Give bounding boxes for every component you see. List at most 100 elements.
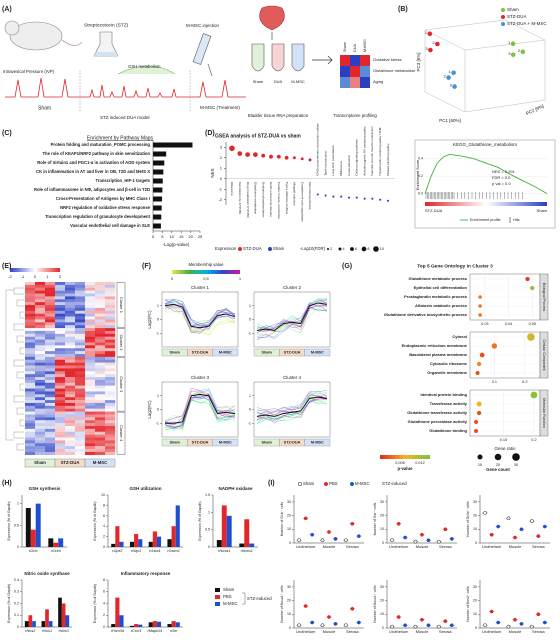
heatmap-cell: [85, 443, 96, 447]
heatmap-cell: [105, 434, 116, 438]
x-tick-label: Urothelium: [296, 629, 316, 634]
mean-dot: [403, 623, 408, 628]
chart-title: GSH synthesis: [29, 486, 61, 491]
x-tick-label: Urothelium: [482, 629, 502, 634]
go-dot: [478, 295, 482, 299]
y-tick-label: 0: [382, 626, 384, 630]
heatmap-cell: [65, 328, 76, 332]
heatmap-cell: [25, 322, 36, 326]
term-label: Complement and coagulation: [300, 182, 304, 223]
heatmap-cell: [25, 282, 36, 286]
heatmap-cell: [75, 365, 86, 369]
heatmap-cell: [45, 434, 56, 438]
heatmap-cell: [95, 371, 106, 375]
heat-col-label: Sham: [343, 42, 347, 52]
heatmap-cell: [85, 299, 96, 303]
heatmap-cell: [95, 351, 106, 355]
heatmap-cell: [65, 354, 76, 358]
heatmap-cell: [35, 374, 46, 378]
heatmap-cell: [35, 359, 46, 363]
gsea-dot: [292, 156, 296, 160]
y-tick-label: 20: [287, 514, 291, 518]
legend-label: Enrichment profile: [470, 218, 501, 222]
y-tick-label: 0: [17, 625, 19, 629]
go-dot: [476, 361, 482, 367]
heatmap-cell: [55, 348, 66, 352]
heatmap-cell: [95, 414, 106, 418]
mean-dot: [513, 535, 517, 540]
heatmap-cell: [35, 388, 46, 392]
heatmap-cell: [75, 351, 86, 355]
heatmap-cell: [85, 328, 96, 332]
chart-title: Enrichment by Pathway Maps: [87, 135, 154, 141]
plot-frame: [161, 291, 239, 348]
heatmap-cell: [45, 417, 56, 421]
heatmap-cell: [105, 417, 116, 421]
term-label: Glutathione transferase activity: [407, 410, 468, 415]
heatmap-cell: [55, 356, 66, 360]
heatmap-cell: [45, 282, 56, 286]
legend-swatch: [215, 595, 220, 599]
pca-point-label: 3: [450, 83, 453, 88]
mean-dot: [513, 617, 517, 622]
gsea-dot: [316, 193, 319, 196]
gsea-dot: [332, 195, 335, 198]
mean-dot: [320, 538, 325, 543]
axis-label: Number of Noxa1⁺ cells: [280, 585, 284, 623]
gsea-dot: [324, 194, 327, 197]
heatmap-cell: [65, 362, 76, 366]
group-strip: [212, 438, 239, 447]
heatmap-cell: [45, 302, 56, 306]
legend-swatch: [215, 588, 220, 592]
heatmap-cell: [95, 377, 106, 381]
y-tick-label: 1: [220, 165, 223, 170]
y-tick-label: 10: [380, 612, 384, 616]
go-dot: [525, 276, 530, 282]
heatmap-cell: [85, 342, 96, 346]
bar: [153, 160, 165, 166]
heatmap-cell: [25, 377, 36, 381]
heatmap-cell: [35, 420, 46, 424]
heatmap-cell: [75, 328, 86, 332]
member-line: [256, 394, 328, 417]
heatmap-cell: [55, 388, 66, 392]
member-line: [256, 307, 328, 341]
heatmap-cell: [95, 333, 106, 337]
heatmap-cell: [75, 402, 86, 407]
y-tick-label: 0.1: [14, 613, 19, 617]
term-label: Basolateral plasma membrane: [409, 352, 468, 357]
heatmap-cell: [45, 296, 56, 300]
axis-label: Number of Nos2⁺ cells: [466, 586, 470, 622]
heatmap-cell: [45, 293, 56, 297]
group-strip: [304, 348, 331, 357]
heatmap-cell: [35, 428, 46, 432]
bar: [156, 536, 162, 547]
heatmap-cell: [45, 385, 56, 389]
mean-dot: [443, 619, 448, 623]
heatmap-cell: [35, 368, 46, 372]
term-label: Ribosome: [230, 182, 234, 196]
heatmap-cell: [65, 411, 76, 415]
bar: [221, 505, 227, 547]
mean-dot: [356, 534, 361, 538]
heatmap-cell: [75, 417, 86, 421]
y-tick-label: 30: [380, 500, 384, 504]
tube: [271, 43, 285, 72]
y-tick-label: 30: [473, 500, 477, 504]
group-label: STZ-DUA: [192, 351, 209, 355]
heatmap-cell: [105, 362, 116, 366]
heatmap-cell: [55, 400, 66, 404]
end-label: Sham: [537, 208, 548, 213]
y-tick-label: 20: [380, 514, 384, 518]
group-label: M-MSC: [93, 460, 108, 465]
mean-dot: [436, 624, 441, 629]
heatmap-cell: [45, 428, 56, 432]
heatmap-cell: [55, 336, 66, 340]
legend-swatch: [323, 481, 329, 487]
heatmap-cell: [55, 328, 66, 332]
bar: [138, 539, 143, 547]
legend-title: -Log10(FDR): [300, 246, 326, 251]
mean-line: [256, 302, 328, 331]
heatmap-cell: [45, 290, 56, 294]
